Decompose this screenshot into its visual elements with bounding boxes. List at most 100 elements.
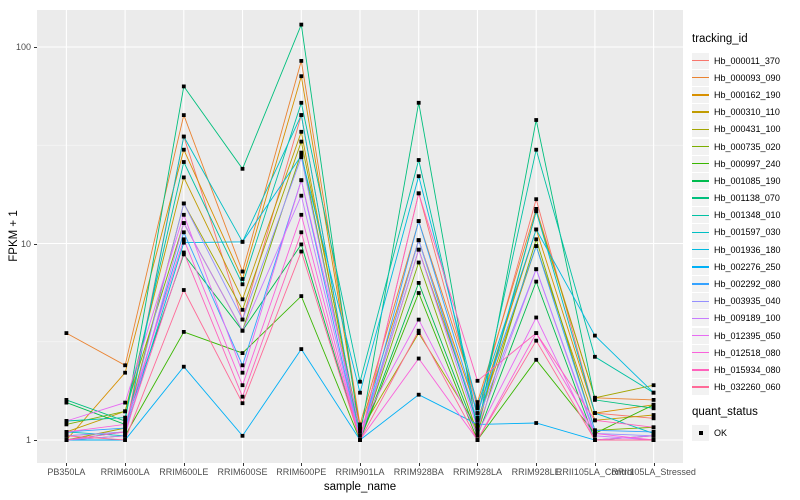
- line-key-icon: [692, 369, 709, 371]
- y-tick-label: 100: [15, 42, 31, 52]
- data-point: [64, 331, 69, 335]
- data-point: [181, 175, 186, 180]
- data-point: [181, 201, 186, 206]
- legend: tracking_id Hb_000011_370 Hb_000093_090 Hb…: [692, 33, 798, 442]
- y-tick-mark: [34, 440, 37, 441]
- data-point: [475, 426, 480, 430]
- legend-item: Hb_002276_250: [692, 258, 798, 275]
- data-point: [240, 166, 245, 171]
- data-point: [299, 139, 304, 144]
- x-tick-mark: [66, 463, 68, 466]
- legend-item: Hb_001138_070: [692, 190, 798, 207]
- line-key-icon: [692, 214, 709, 216]
- legend-item: Hb_000310_110: [692, 104, 798, 121]
- data-point: [181, 237, 186, 242]
- data-point: [299, 59, 304, 63]
- data-point: [240, 307, 245, 312]
- data-point: [475, 418, 480, 423]
- data-point: [240, 328, 245, 333]
- line-key-icon: [692, 59, 709, 62]
- data-point: [416, 260, 421, 265]
- data-point: [475, 415, 480, 420]
- line-key-icon: [692, 386, 709, 388]
- y-axis-title: FPKM + 1: [8, 210, 20, 262]
- legend-key: [692, 172, 709, 189]
- data-point: [123, 370, 127, 375]
- legend-label: OK: [714, 428, 728, 439]
- x-tick-mark: [418, 463, 420, 466]
- data-point: [475, 378, 480, 383]
- data-point: [651, 413, 656, 417]
- data-point: [651, 425, 656, 430]
- data-point: [123, 400, 127, 405]
- legend-key: [692, 379, 709, 396]
- legend-item: Hb_000997_240: [692, 155, 798, 172]
- y-tick-label: 10: [20, 238, 31, 249]
- data-point: [299, 249, 304, 254]
- x-tick-label: RRIM901LA: [335, 467, 385, 477]
- data-point: [240, 269, 245, 274]
- legend-label: Hb_003935_040: [714, 296, 781, 307]
- data-point: [358, 426, 362, 430]
- data-point: [240, 401, 245, 406]
- line-key-icon: [692, 231, 709, 234]
- data-point: [240, 370, 245, 375]
- legend-key: [692, 69, 709, 86]
- data-point: [299, 178, 304, 183]
- data-point: [416, 158, 421, 162]
- legend-label: Hb_001597_030: [714, 227, 781, 238]
- legend-label: Hb_000093_090: [714, 72, 781, 83]
- legend-key: [692, 241, 709, 258]
- x-tick-mark: [125, 463, 127, 466]
- legend-key: [692, 138, 709, 155]
- data-point: [181, 364, 186, 369]
- legend-key: [692, 310, 709, 327]
- data-point: [416, 281, 421, 285]
- data-point: [358, 422, 362, 427]
- data-point: [534, 147, 539, 152]
- data-point: [475, 406, 480, 411]
- legend-label: Hb_000162_190: [714, 89, 781, 100]
- data-point: [534, 227, 539, 232]
- legend-key: [692, 224, 709, 241]
- legend-label: Hb_032260_060: [714, 382, 781, 393]
- data-point: [475, 431, 480, 436]
- legend-item: Hb_015934_080: [692, 361, 798, 378]
- data-point: [181, 250, 186, 255]
- data-point: [240, 297, 245, 302]
- legend-key: [692, 190, 709, 207]
- data-point: [123, 422, 127, 427]
- data-point: [123, 419, 127, 423]
- data-point: [475, 433, 480, 438]
- data-point: [651, 433, 656, 438]
- legend-key: [692, 276, 709, 293]
- x-tick-mark: [183, 463, 185, 466]
- square-point-icon: [698, 431, 703, 436]
- data-point: [416, 100, 421, 105]
- data-point: [299, 129, 304, 134]
- legend-label: Hb_002292_080: [714, 279, 781, 290]
- line-key-icon: [692, 111, 709, 113]
- data-point: [181, 230, 186, 235]
- legend-label: Hb_000431_100: [714, 124, 781, 135]
- data-point: [593, 418, 597, 423]
- line-key-icon: [692, 77, 709, 79]
- legend-label: Hb_000011_370: [714, 55, 780, 66]
- legend-item: Hb_000162_190: [692, 86, 798, 103]
- line-key-icon: [692, 145, 709, 148]
- legend-key: [692, 293, 709, 310]
- data-point: [593, 438, 597, 442]
- data-point: [593, 333, 597, 338]
- data-point: [475, 422, 480, 427]
- legend-label: Hb_012395_050: [714, 330, 781, 341]
- data-point: [64, 398, 69, 402]
- line-key-icon: [692, 248, 709, 251]
- x-tick-mark: [536, 463, 538, 466]
- legend-label: Hb_000310_110: [714, 107, 780, 118]
- data-point: [299, 230, 304, 235]
- data-point: [416, 317, 421, 322]
- legend-label: Hb_015934_080: [714, 364, 781, 375]
- data-point: [651, 416, 656, 421]
- data-point: [181, 330, 186, 334]
- legend-label: Hb_012518_080: [714, 347, 781, 358]
